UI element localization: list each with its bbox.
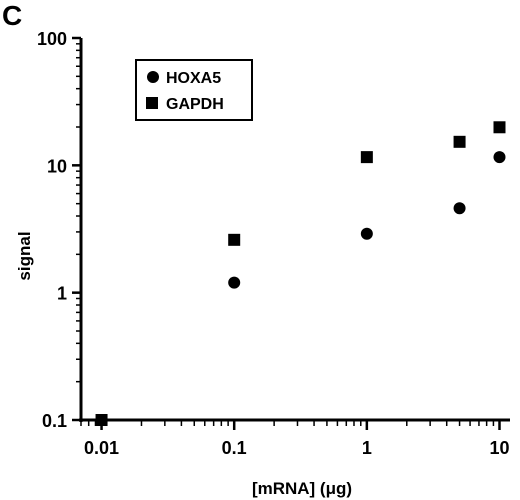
- point-hoxa5: [228, 276, 241, 289]
- legend-marker-hoxa5: [147, 71, 159, 83]
- point-hoxa5: [453, 202, 466, 215]
- y-tick-label: 0.1: [42, 411, 67, 431]
- point-gapdh: [228, 233, 241, 246]
- legend-marker-gapdh: [146, 97, 158, 109]
- y-tick-label: 1: [57, 284, 67, 304]
- x-tick-label: 10: [489, 438, 509, 458]
- x-axis-label: [mRNA] (μg): [252, 479, 352, 498]
- panel-label: C: [2, 0, 22, 31]
- point-gapdh: [95, 414, 108, 426]
- x-tick-label: 1: [362, 438, 372, 458]
- point-gapdh: [360, 151, 373, 164]
- legend-label-hoxa5: HOXA5: [166, 70, 221, 87]
- point-gapdh: [493, 121, 506, 134]
- point-hoxa5: [493, 151, 506, 164]
- y-tick-label: 100: [37, 29, 67, 49]
- x-tick-label: 0.01: [84, 438, 119, 458]
- x-tick-label: 0.1: [222, 438, 247, 458]
- y-tick-label: 10: [47, 156, 67, 176]
- point-gapdh: [453, 135, 466, 148]
- axes: [79, 38, 510, 422]
- data-points: [95, 121, 506, 426]
- y-axis-label: signal: [15, 231, 34, 280]
- legend-box: [135, 59, 253, 121]
- legend: HOXA5 GAPDH: [135, 59, 253, 121]
- legend-label-gapdh: GAPDH: [166, 96, 224, 113]
- ticks: 0.1 1 10 100 0.01 0.1 1 10: [37, 29, 510, 458]
- point-hoxa5: [360, 227, 373, 240]
